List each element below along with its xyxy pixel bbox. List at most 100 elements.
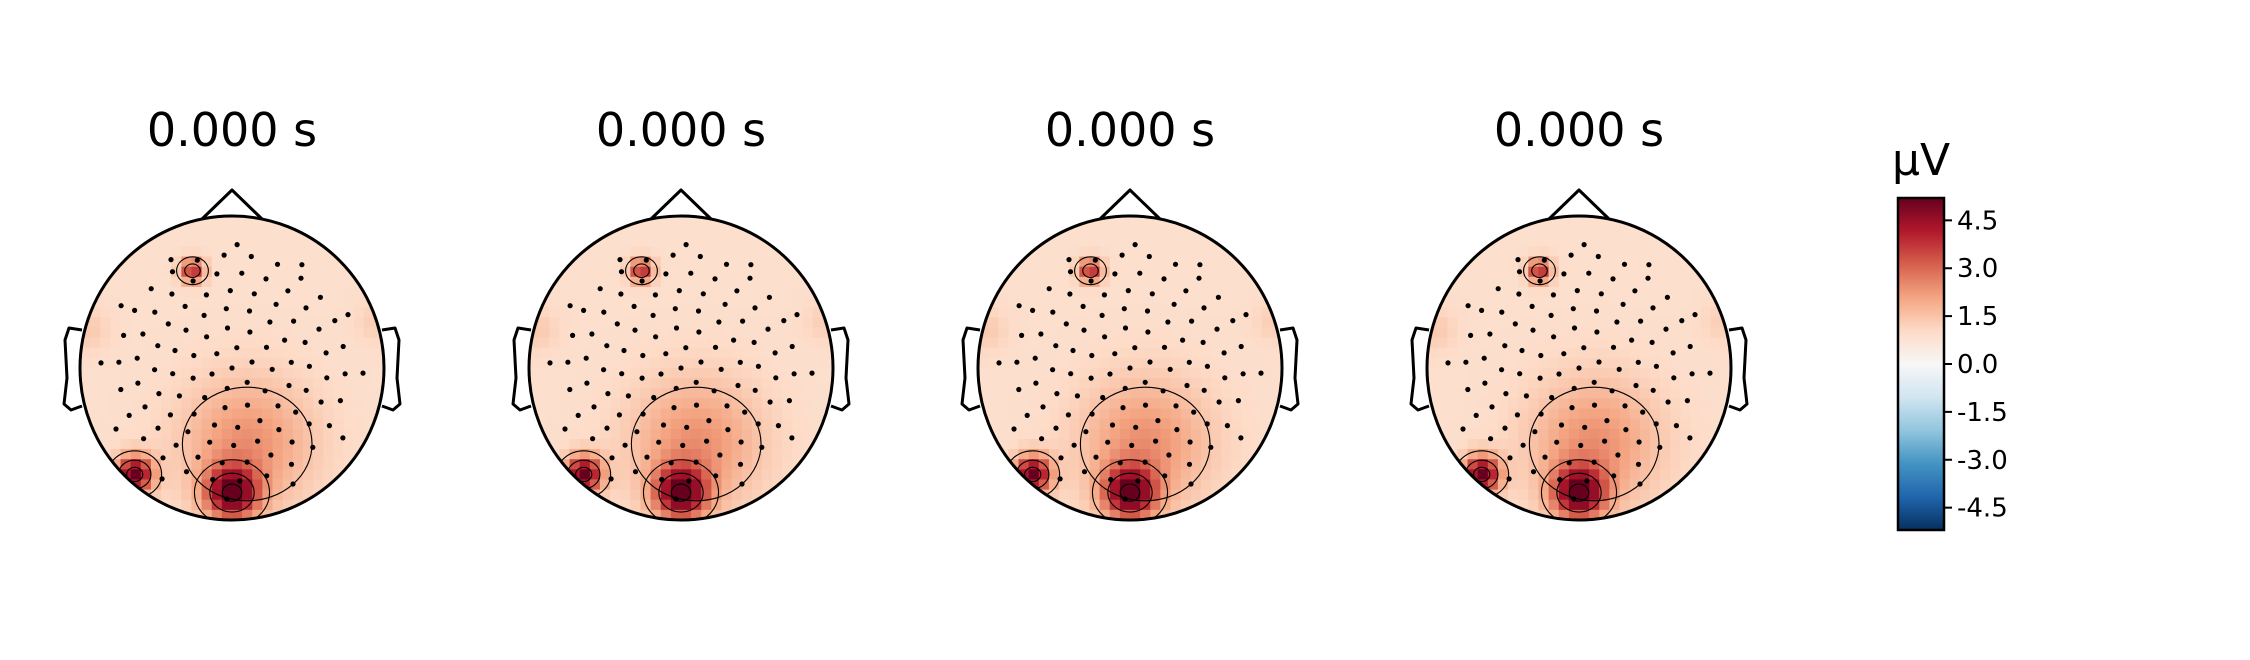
heatmap-cell (1487, 297, 1499, 308)
heatmap-cell (150, 398, 162, 410)
heatmap-cell (1649, 469, 1661, 481)
heatmap-cell (1221, 327, 1232, 339)
heatmap-cell (1639, 307, 1651, 318)
sensor-dot (323, 350, 329, 356)
heatmap-cell (292, 337, 304, 349)
heatmap-cell (1548, 499, 1560, 511)
heatmap-cell (1548, 449, 1560, 460)
heatmap-cell (1680, 368, 1692, 379)
heatmap-cell (1231, 449, 1243, 460)
heatmap-cell (762, 408, 773, 420)
sensor-dot (1635, 359, 1641, 365)
heatmap-cell (1589, 357, 1600, 369)
heatmap-cell (333, 286, 345, 298)
heatmap-cell (1048, 408, 1060, 420)
sensor-dot (1594, 329, 1600, 335)
heatmap-cell (171, 286, 182, 298)
heatmap-cell (579, 357, 591, 369)
heatmap-cell (201, 286, 213, 298)
heatmap-cell (579, 449, 591, 460)
heatmap-cell (232, 216, 243, 227)
sensor-dot (1162, 473, 1168, 479)
heatmap-cell (650, 347, 662, 359)
ear-outline (1409, 326, 1430, 412)
heatmap-cell (1048, 378, 1060, 389)
heatmap-cell (292, 297, 304, 308)
heatmap-cell (313, 286, 324, 298)
heatmap-cell (691, 479, 702, 491)
heatmap-cell (191, 357, 203, 369)
sensor-dot (1581, 242, 1587, 248)
heatmap-cell (1497, 317, 1509, 329)
heatmap-cell (282, 449, 294, 460)
heatmap-cell (1200, 236, 1212, 247)
heatmap-cell (1160, 327, 1172, 339)
sensor-dot (718, 366, 724, 372)
heatmap-cell (191, 246, 203, 258)
heatmap-cell (1130, 357, 1141, 369)
heatmap-cell (343, 347, 355, 359)
heatmap-cell (1200, 286, 1212, 298)
heatmap-cell (1231, 317, 1243, 329)
heatmap-cell (282, 226, 294, 237)
sensor-dot (1155, 418, 1161, 424)
sensor-dot (1016, 303, 1022, 309)
heatmap-cell (1261, 357, 1273, 369)
heatmap-cell (1619, 286, 1631, 298)
heatmap-cell (1119, 266, 1131, 278)
sensor-dot (1063, 321, 1069, 327)
heatmap-cell (302, 357, 314, 369)
contour-line (1523, 256, 1556, 286)
heatmap-cell (1639, 489, 1651, 501)
heatmap-cell (1599, 276, 1610, 288)
heatmap-cell (751, 266, 763, 278)
heatmap-cell (1200, 378, 1212, 389)
heatmap-cell (741, 317, 753, 329)
sensor-dot (204, 334, 210, 340)
heatmap-cell (1447, 418, 1458, 430)
heatmap-cell (579, 428, 591, 440)
heatmap-cell (630, 307, 642, 318)
sensor-dot (1445, 360, 1451, 366)
heatmap-cell (1180, 479, 1192, 491)
heatmap-cell (1069, 357, 1080, 369)
heatmap-cell (1518, 286, 1529, 298)
heatmap-cell (579, 368, 591, 379)
heatmap-cell (1150, 459, 1161, 470)
heatmap-cell (1018, 327, 1030, 339)
heatmap-cell (812, 378, 824, 389)
heatmap-cell (579, 286, 591, 298)
heatmap-cell (822, 368, 833, 379)
sensor-dot (159, 476, 165, 482)
heatmap-cell (1437, 418, 1448, 430)
heatmap-cell (1130, 216, 1141, 227)
contour-lines (1005, 256, 1211, 520)
heatmap-cell (171, 236, 182, 247)
heatmap-cell (282, 357, 294, 369)
heatmap-cell (252, 408, 263, 420)
sensor-dot (622, 442, 628, 448)
heatmap-cell (232, 266, 243, 278)
heatmap-cell (1467, 438, 1479, 450)
heatmap-cell (998, 297, 1009, 308)
sensor-dot (1482, 380, 1488, 386)
heatmap-cell (1231, 368, 1243, 379)
heatmap-cell (90, 347, 101, 359)
heatmap-cell (140, 357, 152, 369)
heatmap-cell (242, 388, 253, 399)
heatmap-cell (140, 286, 152, 298)
heatmap-cell (201, 357, 213, 369)
heatmap-cell (1639, 418, 1651, 430)
heatmap-cell (242, 337, 253, 349)
heatmap-cell (1599, 216, 1610, 227)
heatmap-cell (292, 256, 304, 268)
sensor-dot (276, 427, 282, 433)
heatmap-cell (110, 398, 122, 410)
sensor-dot (173, 442, 179, 448)
heatmap-cell (262, 266, 274, 278)
sensor-dot (1184, 382, 1190, 389)
heatmap-cell (1190, 246, 1202, 258)
heatmap-cell (670, 286, 682, 298)
heatmap-cell (620, 327, 631, 339)
sensor-dot (1145, 329, 1151, 335)
